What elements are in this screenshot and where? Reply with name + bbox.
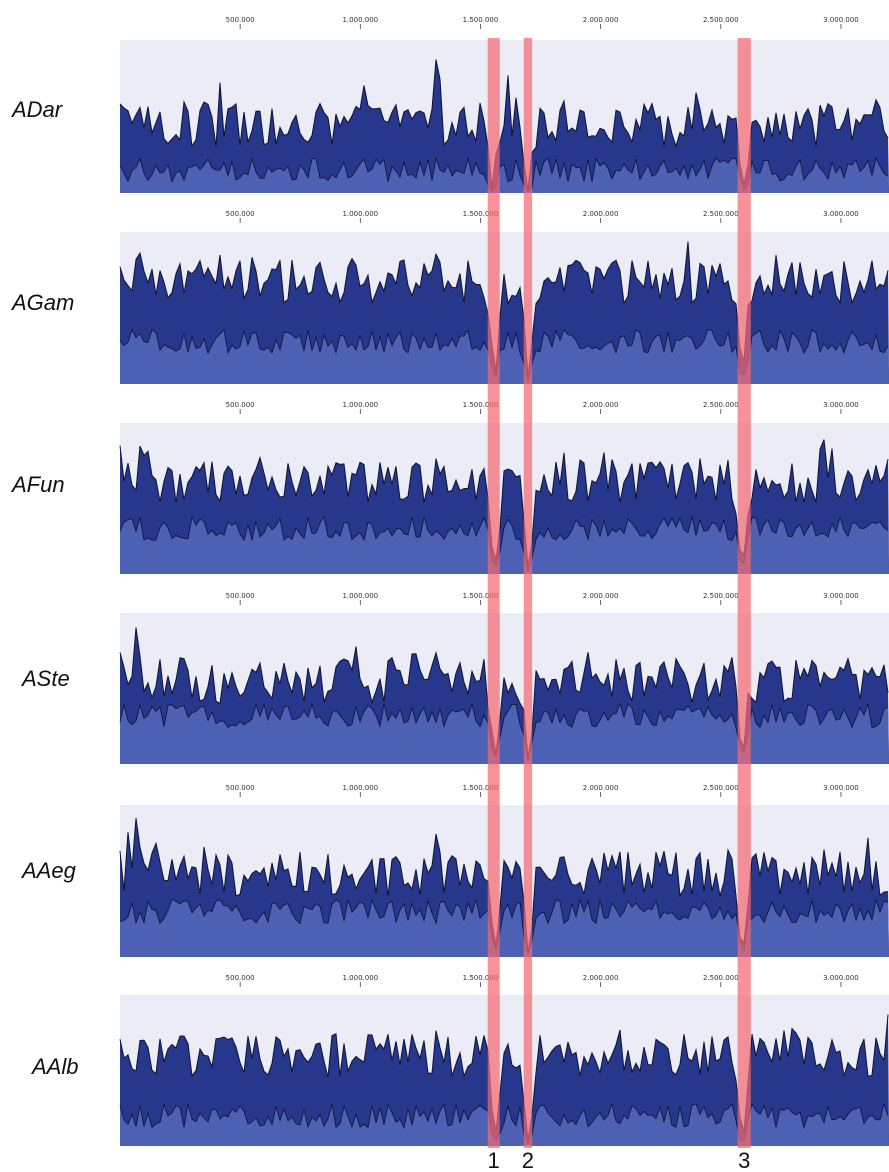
coverage-line-inner [119,898,889,956]
species-label: AAlb [30,1054,78,1079]
coverage-line-outer [119,439,889,567]
coverage-area-inner [120,1103,889,1146]
coverage-area-inner [120,899,889,957]
panel-aaeg: AAeg 500.000 1.000.000 1.500.000 2.000.000 2.… [20,784,889,957]
tick-label: 500.000 [226,784,255,792]
tick-label: 3.000.000 [823,401,859,409]
panels-layer: ADar 500.000 1.000.000 1.500.000 2.000.000 2.… [10,16,889,1146]
highlight-label-1: 1 [488,1148,500,1172]
coverage-line-outer [119,627,889,759]
tick-label: 1.500.000 [463,16,499,24]
coverage-area-inner [120,703,889,764]
species-label: ADar [10,97,64,122]
tick-label: 1.000.000 [342,210,378,218]
tick-label: 1.000.000 [342,16,378,24]
tick-label: 3.000.000 [823,210,859,218]
tick-label: 1.000.000 [342,401,378,409]
tick-label: 3.000.000 [823,974,859,982]
coverage-line-outer [119,1014,889,1140]
tick-label: 500.000 [226,592,255,600]
tick-label: 1.000.000 [342,784,378,792]
highlight-label-3: 3 [738,1148,750,1172]
panel-aste: ASte 500.000 1.000.000 1.500.000 2.000.000 2.… [20,592,889,764]
tick-label: 2.000.000 [583,974,619,982]
highlight-band-2 [523,38,533,1148]
panel-agam: AGam 500.000 1.000.000 1.500.000 2.000.000 2.… [10,210,889,384]
tick-label: 2.500.000 [703,401,739,409]
species-label: AFun [10,472,65,497]
tick-label: 3.000.000 [823,16,859,24]
tick-label: 2.500.000 [703,784,739,792]
panel-aalb: AAlb 500.000 1.000.000 1.500.000 2.000.000 2.… [30,974,889,1146]
highlight-label-2: 2 [522,1148,534,1172]
tick-label: 500.000 [226,16,255,24]
coverage-area-inner [120,329,889,384]
tick-label: 2.000.000 [583,210,619,218]
coverage-area-inner [120,516,889,574]
tick-label: 1.500.000 [463,974,499,982]
tick-label: 1.500.000 [463,210,499,218]
highlight-band-1 [487,38,500,1148]
tick-label: 1.500.000 [463,592,499,600]
tick-label: 2.000.000 [583,784,619,792]
tick-label: 2.500.000 [703,974,739,982]
highlight-layer [487,38,751,1148]
tick-label: 2.500.000 [703,210,739,218]
tick-label: 500.000 [226,210,255,218]
tick-label: 2.000.000 [583,401,619,409]
tick-label: 1.000.000 [342,592,378,600]
panel-adar: ADar 500.000 1.000.000 1.500.000 2.000.000 2.… [10,16,889,193]
tick-label: 2.500.000 [703,16,739,24]
coverage-line-inner [119,1102,889,1146]
tick-label: 2.000.000 [583,592,619,600]
tick-label: 2.000.000 [583,16,619,24]
tick-label: 2.500.000 [703,592,739,600]
highlight-band-3 [737,38,751,1148]
coverage-area-inner [120,158,889,193]
species-label: AGam [10,290,74,315]
tick-label: 3.000.000 [823,592,859,600]
tick-label: 500.000 [226,401,255,409]
coverage-line-inner [119,328,889,382]
panel-afun: AFun 500.000 1.000.000 1.500.000 2.000.000 2.… [10,401,889,574]
coverage-line-inner [119,156,889,193]
coverage-line-outer [119,241,889,378]
coverage-line-inner [119,515,889,572]
species-label: ASte [20,666,70,691]
coverage-line-inner [119,702,889,761]
coverage-line-outer [119,818,889,953]
tick-label: 1.500.000 [463,401,499,409]
tick-label: 1.000.000 [342,974,378,982]
species-label: AAeg [20,858,77,883]
tick-label: 1.500.000 [463,784,499,792]
coverage-line-outer [119,59,889,190]
tick-label: 500.000 [226,974,255,982]
tick-label: 3.000.000 [823,784,859,792]
